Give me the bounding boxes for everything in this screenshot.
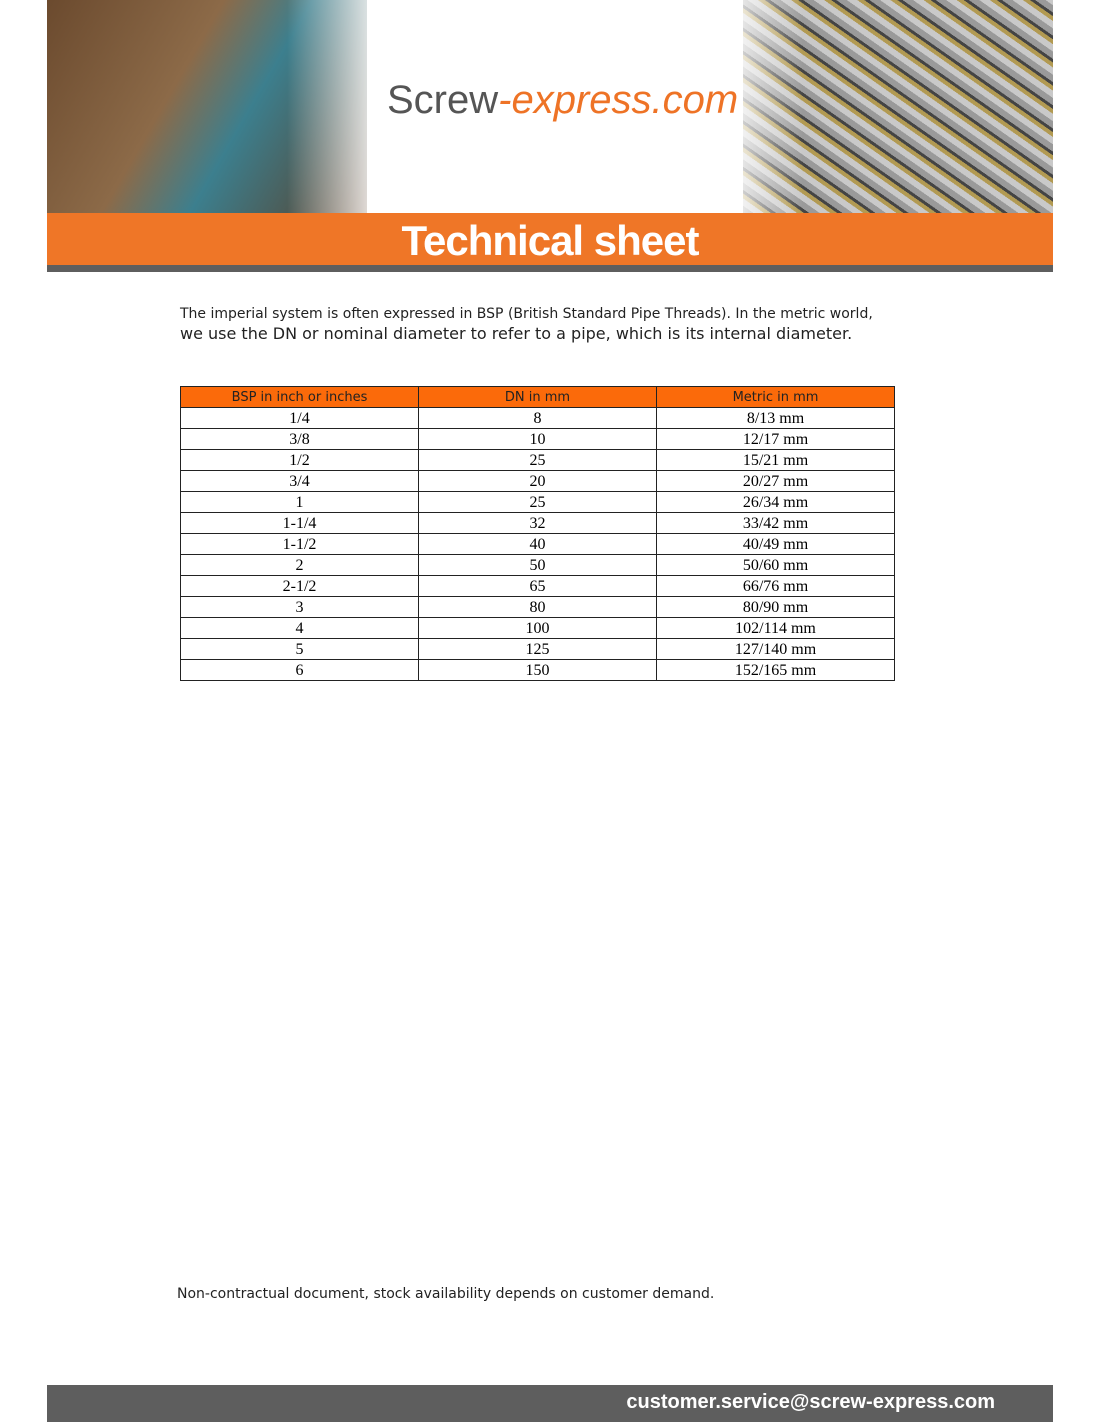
table-cell: 20/27 mm: [656, 470, 895, 492]
logo: Screw-express.com: [387, 78, 738, 123]
table-cell: 50: [418, 554, 657, 576]
table-row: 1 25 26/34 mm: [180, 491, 895, 513]
photo-fade: [723, 0, 803, 213]
table-cell: 32: [418, 512, 657, 534]
table-cell: 20: [418, 470, 657, 492]
table-cell: 1/2: [180, 449, 419, 471]
table-row: 2-1/2 65 66/76 mm: [180, 575, 895, 597]
table-cell: 3/4: [180, 470, 419, 492]
table-cell: 6: [180, 659, 419, 681]
table-cell: 50/60 mm: [656, 554, 895, 576]
table-cell: 127/140 mm: [656, 638, 895, 660]
table-cell: 40/49 mm: [656, 533, 895, 555]
table-cell: 1-1/2: [180, 533, 419, 555]
table-row: 1/2 25 15/21 mm: [180, 449, 895, 471]
header-row: BSP in inch or inches DN in mm Metric in m…: [180, 386, 895, 408]
table-cell: 5: [180, 638, 419, 660]
table-cell: 125: [418, 638, 657, 660]
table-cell: 8: [418, 407, 657, 429]
table-cell: 15/21 mm: [656, 449, 895, 471]
table-row: 1-1/4 32 33/42 mm: [180, 512, 895, 534]
logo-secondary: -express.com: [498, 78, 739, 122]
disclaimer: Non-contractual document, stock availabi…: [177, 1286, 715, 1302]
table-row: 1-1/2 40 40/49 mm: [180, 533, 895, 555]
title-band: Technical sheet: [47, 213, 1053, 265]
table-cell: 10: [418, 428, 657, 450]
table-cell: 102/114 mm: [656, 617, 895, 639]
table-cell: 26/34 mm: [656, 491, 895, 513]
header-banner: Screw-express.com: [47, 0, 1053, 213]
table-cell: 80/90 mm: [656, 596, 895, 618]
table-cell: 1/4: [180, 407, 419, 429]
table-row: 3/8 10 12/17 mm: [180, 428, 895, 450]
table-cell: 33/42 mm: [656, 512, 895, 534]
photo-fade: [287, 0, 387, 213]
table-head: BSP in inch or inches DN in mm Metric in m…: [180, 386, 895, 408]
table-cell: 25: [418, 449, 657, 471]
table-cell: 12/17 mm: [656, 428, 895, 450]
table-cell: 66/76 mm: [656, 575, 895, 597]
table-row: 6 150 152/165 mm: [180, 659, 895, 681]
table-row: 1/4 8 8/13 mm: [180, 407, 895, 429]
table-cell: 1: [180, 491, 419, 513]
table-cell: 2-1/2: [180, 575, 419, 597]
logo-primary: Screw: [387, 78, 499, 122]
table-body: 1/4 8 8/13 mm 3/8 10 12/17 mm 1/2 25 15/21 mm 3/4…: [180, 407, 895, 681]
column-header: DN in mm: [418, 386, 657, 408]
table-cell: 65: [418, 575, 657, 597]
table-cell: 80: [418, 596, 657, 618]
table-cell: 25: [418, 491, 657, 513]
email: customer.service@screw-express.com: [626, 1391, 995, 1413]
conversion-table: BSP in inch or inches DN in mm Metric in m…: [180, 386, 895, 681]
divider: [47, 265, 1053, 272]
table-cell: 1-1/4: [180, 512, 419, 534]
intro-line: we use the DN or nominal diameter to ref…: [180, 324, 853, 343]
table-cell: 100: [418, 617, 657, 639]
table-cell: 2: [180, 554, 419, 576]
table-cell: 8/13 mm: [656, 407, 895, 429]
table-cell: 3/8: [180, 428, 419, 450]
table-row: 4 100 102/114 mm: [180, 617, 895, 639]
intro: The imperial system is often expressed i…: [180, 306, 873, 343]
table-row: 3/4 20 20/27 mm: [180, 470, 895, 492]
footer-bar: customer.service@screw-express.com: [47, 1385, 1053, 1422]
table-row: 5 125 127/140 mm: [180, 638, 895, 660]
table-cell: 152/165 mm: [656, 659, 895, 681]
table-cell: 3: [180, 596, 419, 618]
table-row: 2 50 50/60 mm: [180, 554, 895, 576]
table-cell: 150: [418, 659, 657, 681]
table-cell: 4: [180, 617, 419, 639]
table-cell: 40: [418, 533, 657, 555]
column-header: BSP in inch or inches: [180, 386, 419, 408]
table-row: 3 80 80/90 mm: [180, 596, 895, 618]
column-header: Metric in mm: [656, 386, 895, 408]
intro-line: The imperial system is often expressed i…: [180, 306, 873, 322]
